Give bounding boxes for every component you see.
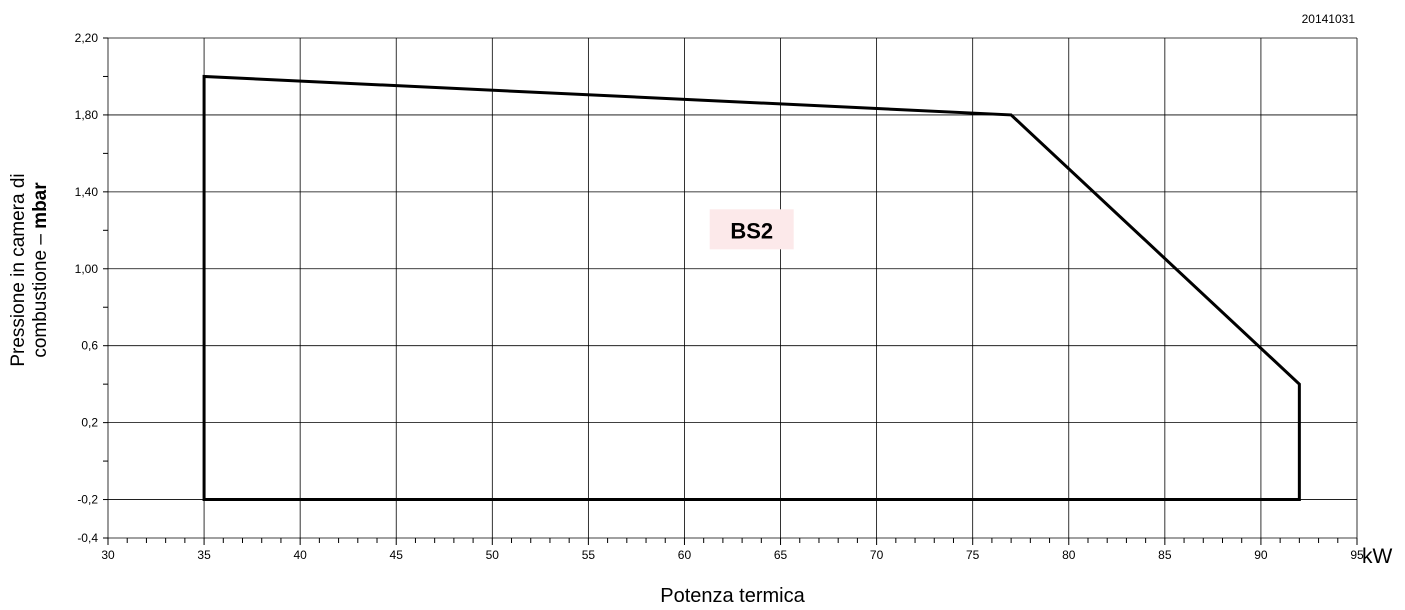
x-tick-label: 35 bbox=[197, 548, 211, 562]
y-axis-label-line1: Pressione in camera di bbox=[8, 173, 29, 367]
y-axis-label-line2: combustione – bbox=[30, 228, 51, 358]
y-axis-unit: mbar bbox=[30, 182, 51, 229]
y-tick-label: 1,40 bbox=[75, 185, 99, 199]
x-tick-label: 50 bbox=[486, 548, 500, 562]
x-tick-label: 75 bbox=[966, 548, 980, 562]
minor-ticks bbox=[103, 37, 1358, 545]
document-code: 20141031 bbox=[1301, 12, 1355, 26]
y-tick-label: -0,4 bbox=[77, 531, 98, 545]
x-tick-labels: 30 35 40 45 50 55 60 65 70 75 80 85 90 95 bbox=[101, 548, 1364, 562]
chart-grid bbox=[107, 37, 1358, 539]
x-tick-label: 45 bbox=[390, 548, 404, 562]
x-tick-label: 85 bbox=[1158, 548, 1172, 562]
y-tick-label: 0,2 bbox=[81, 416, 98, 430]
y-tick-label: -0,2 bbox=[77, 493, 98, 507]
series-layer bbox=[202, 74, 1301, 502]
x-tick-label: 65 bbox=[774, 548, 788, 562]
x-tick-label: 30 bbox=[101, 548, 115, 562]
x-tick-label: 80 bbox=[1062, 548, 1076, 562]
x-tick-label: 95 bbox=[1350, 548, 1364, 562]
x-axis-unit: kW bbox=[1362, 545, 1393, 568]
y-tick-label: 0,6 bbox=[81, 339, 98, 353]
x-tick-label: 60 bbox=[678, 548, 692, 562]
x-tick-label: 40 bbox=[293, 548, 307, 562]
series-labels: BS2 bbox=[709, 209, 794, 250]
y-tick-label: 2,20 bbox=[75, 31, 99, 45]
y-tick-labels: 2,20 1,80 1,40 1,00 0,6 0,2 -0,2 -0,4 bbox=[75, 31, 99, 545]
x-tick-label: 90 bbox=[1254, 548, 1268, 562]
series-label: BS2 bbox=[730, 218, 773, 243]
series-outline-bs2 bbox=[202, 74, 1301, 502]
y-tick-label: 1,00 bbox=[75, 262, 99, 276]
x-axis-label: Potenza termica bbox=[660, 585, 805, 607]
series-label-background bbox=[709, 209, 794, 250]
y-tick-label: 1,80 bbox=[75, 108, 99, 122]
x-tick-label: 55 bbox=[582, 548, 596, 562]
y-axis-label: Pressione in camera di combustione – mba… bbox=[8, 90, 51, 450]
x-tick-label: 70 bbox=[870, 548, 884, 562]
